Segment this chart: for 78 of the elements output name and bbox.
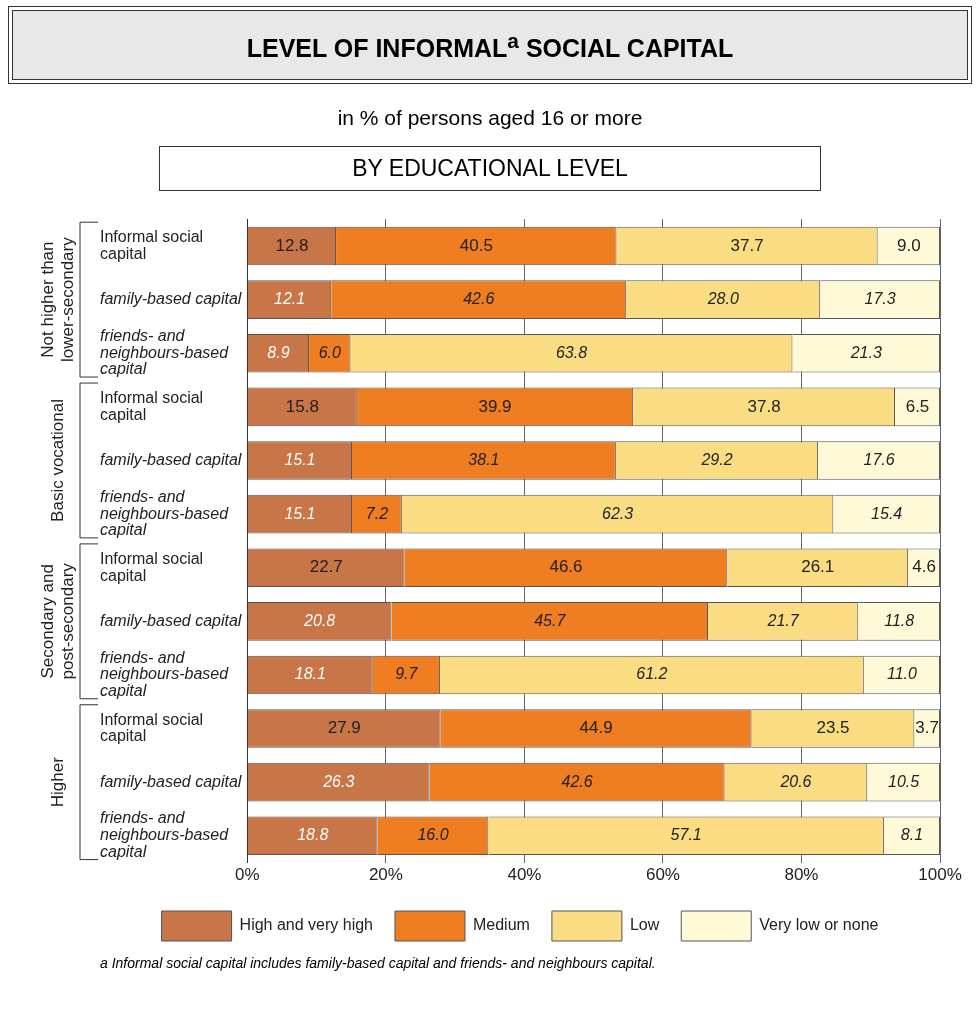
data-label: 9.7 (395, 665, 419, 683)
y-tick-label: family-based capital (100, 772, 242, 790)
text: BY EDUCATIONAL LEVEL (159, 146, 821, 192)
y-tick-label: family-based capital (100, 451, 242, 469)
data-label: 15.4 (871, 504, 903, 522)
text: Secondary and post-secondary (37, 563, 77, 680)
data-label: 8.9 (267, 344, 290, 362)
data-label: 46.6 (549, 557, 583, 577)
data-label: 22.7 (309, 557, 343, 577)
y-tick-label: family-based capital (100, 290, 242, 308)
y-tick-label: family-based capital (100, 612, 242, 630)
data-label: 62.3 (602, 504, 634, 522)
data-label: 12.8 (275, 236, 309, 256)
chart-title: LEVEL OF INFORMAL$^{a}$ SOCIAL CAPITAL (12, 10, 968, 81)
y-tick-label: Informal social capital (100, 228, 204, 263)
chart-subtitle: in % of persons aged 16 or more (336, 106, 644, 131)
data-label: 40.5 (459, 236, 493, 256)
data-label: 15.8 (285, 396, 319, 416)
y-tick-label: friends- and neighbours-based capital (100, 809, 230, 861)
x-tick-label: 20% (368, 865, 403, 885)
x-tick-label: 60% (645, 865, 680, 885)
data-label: 28.0 (706, 290, 739, 308)
data-label: 57.1 (670, 826, 702, 844)
data-label: 8.1 (900, 826, 924, 844)
data-label: 6.5 (905, 396, 930, 416)
y-tick-label: friends- and neighbours-based capital (100, 648, 230, 700)
x-tick-label: 80% (784, 865, 819, 885)
text: Basic vocational (47, 399, 67, 523)
x-tick-label: 40% (507, 865, 542, 885)
y-tick-label: friends- and neighbours-based capital (100, 488, 230, 539)
y-tick-label: Informal social capital (100, 550, 204, 584)
x-tick-label: 0% (235, 865, 260, 885)
data-label: 12.1 (273, 290, 306, 308)
x-tick-label: 100% (918, 865, 962, 885)
data-label: 38.1 (468, 451, 500, 469)
data-label: 37.8 (747, 396, 781, 416)
data-label: 27.9 (327, 718, 361, 738)
y-tick-label: Informal social capital (100, 389, 204, 423)
data-label: 20.6 (779, 772, 812, 790)
data-label: 42.6 (463, 290, 495, 308)
data-label: 18.1 (294, 665, 326, 683)
data-label: 15.1 (284, 451, 316, 469)
data-label: 26.3 (322, 772, 355, 790)
data-label: 42.6 (561, 772, 593, 790)
data-label: 21.3 (849, 344, 882, 362)
data-label: 21.7 (766, 612, 800, 630)
data-label: 15.1 (284, 504, 316, 522)
data-label: 3.7 (915, 718, 940, 738)
data-label: 11.8 (884, 612, 915, 630)
data-label: 7.2 (365, 504, 389, 522)
y-tick-label: Informal social capital (100, 710, 204, 745)
data-label: 6.0 (318, 344, 342, 362)
data-label: 16.0 (417, 826, 449, 844)
data-label: 4.6 (912, 557, 936, 577)
data-label: 63.8 (555, 344, 588, 362)
data-label: 11.0 (886, 665, 917, 683)
text: a Informal social capital includes family-based capital and friends- and neighbours capital. (100, 955, 657, 972)
data-label: 44.9 (579, 718, 613, 738)
data-label: 39.9 (478, 396, 512, 416)
data-label: 26.1 (801, 557, 835, 577)
data-label: 17.3 (864, 290, 896, 308)
text: Not higher than lower-secondary (37, 237, 77, 363)
data-label: 29.2 (700, 451, 733, 469)
legend-label: Medium (472, 916, 530, 934)
data-label: 18.8 (297, 826, 329, 844)
data-label: 17.6 (863, 451, 895, 469)
legend-label: High and very high (239, 916, 373, 934)
data-label: 61.2 (636, 665, 668, 683)
data-label: 37.7 (730, 236, 764, 256)
legend-label: Low (629, 916, 660, 934)
data-label: 20.8 (303, 612, 336, 630)
text: Higher (47, 757, 67, 808)
data-label: 45.7 (534, 612, 567, 630)
y-tick-label: friends- and neighbours-based capital (100, 327, 230, 378)
data-label: 10.5 (888, 772, 920, 790)
data-label: 23.5 (816, 718, 850, 738)
data-label: 9.0 (897, 236, 921, 256)
legend-label: Very low or none (759, 916, 879, 934)
